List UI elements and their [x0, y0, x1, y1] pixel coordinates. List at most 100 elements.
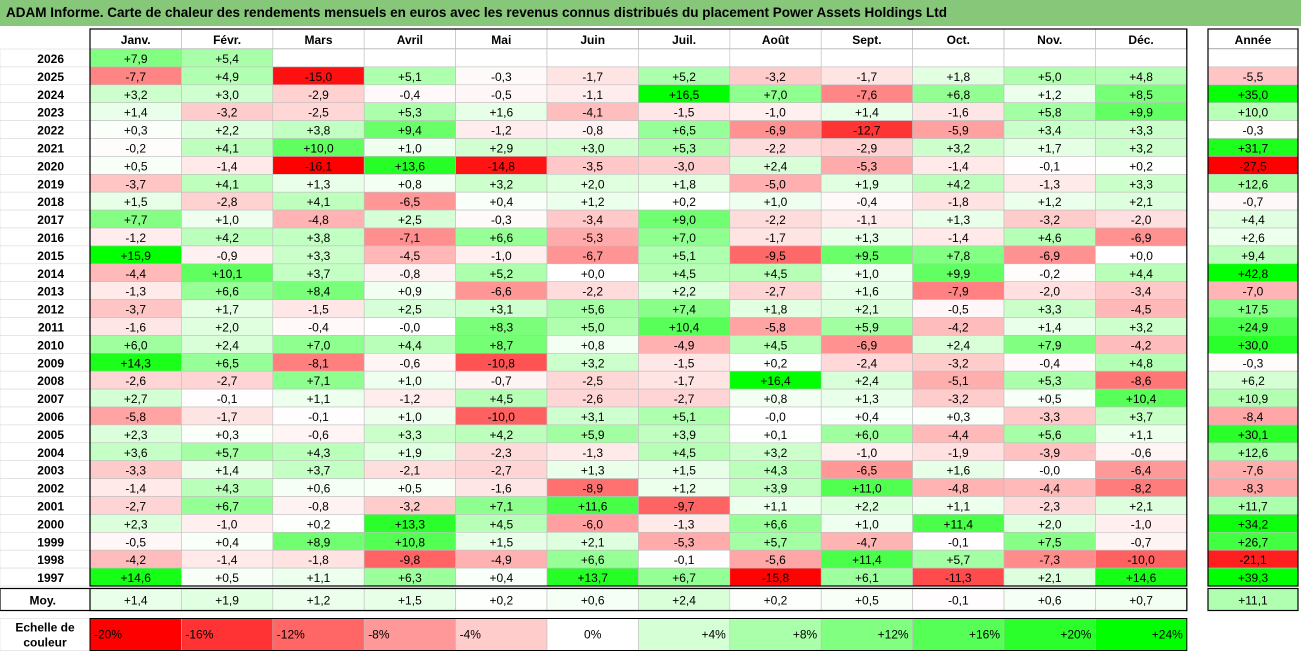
heatmap-cell	[820, 48, 913, 68]
heatmap-cell-value: -2,7	[674, 392, 695, 406]
heatmap-cell-value: +9,5	[855, 249, 879, 263]
year-label: 2012	[37, 303, 64, 317]
annual-cell-value: -27,5	[1239, 159, 1267, 173]
scale-swatch	[272, 618, 365, 651]
year-label: 2016	[37, 231, 64, 245]
heatmap-cell-value: +2,5	[398, 303, 422, 317]
heatmap-cell-value: +6,6	[581, 553, 605, 567]
annual-cell-value: +26,7	[1238, 535, 1269, 549]
heatmap-cell	[363, 48, 456, 68]
year-label: 2008	[37, 374, 64, 388]
year-label: 2001	[37, 499, 64, 513]
heatmap-cell	[638, 48, 731, 68]
heatmap-cell-value: +1,5	[489, 535, 513, 549]
heatmap-cell-value: -2,4	[857, 356, 878, 370]
chart-title: ADAM Informe. Carte de chaleur des rende…	[0, 0, 1301, 26]
heatmap-cell-value: +0,6	[307, 482, 331, 496]
heatmap-cell-value: +1,0	[855, 267, 879, 281]
heatmap-cell-value: +0,2	[307, 517, 331, 531]
heatmap-cell-value: +5,2	[489, 267, 513, 281]
heatmap-cell-value: +1,7	[215, 303, 239, 317]
heatmap-cell-value: -2,0	[1039, 285, 1060, 299]
heatmap-cell-value: +9,4	[398, 124, 422, 138]
heatmap-cell-value: -6,6	[491, 285, 512, 299]
heatmap-cell-value: +4,8	[1129, 70, 1153, 84]
heatmap-cell-value: -1,4	[125, 482, 146, 496]
heatmap-cell-value: +0,2	[1129, 159, 1153, 173]
heatmap-cell-value: -4,2	[948, 320, 969, 334]
average-cell-value: +0,6	[1038, 594, 1062, 608]
heatmap-cell-value: -0,1	[1039, 159, 1060, 173]
heatmap-cell-value: +5,7	[764, 535, 788, 549]
heatmap-cell-value: -2,6	[582, 392, 603, 406]
heatmap-cell-value: -1,6	[948, 106, 969, 120]
heatmap-cell-value: +1,4	[124, 106, 148, 120]
heatmap-cell-value: -2,9	[857, 141, 878, 155]
heatmap-cell-value: -2,2	[582, 285, 603, 299]
heatmap-cell-value: -1,5	[308, 303, 329, 317]
annual-header-label: Année	[1235, 33, 1272, 47]
month-header-label: Juil.	[672, 33, 696, 47]
heatmap-cell-value: -6,9	[765, 124, 786, 138]
heatmap-cell-value: +4,5	[489, 392, 513, 406]
heatmap-cell-value: -0,5	[125, 535, 146, 549]
heatmap-cell-value: -2,6	[125, 374, 146, 388]
heatmap-cell-value: -1,7	[582, 70, 603, 84]
heatmap-cell-value: +1,2	[672, 482, 696, 496]
scale-label-line2: couleur	[23, 636, 67, 650]
heatmap-cell-value: -6,4	[1131, 464, 1152, 478]
heatmap-cell-value: -3,2	[948, 392, 969, 406]
heatmap-cell-value: +3,0	[215, 88, 239, 102]
annual-cell-value: +10,0	[1238, 106, 1269, 120]
month-header-label: Déc.	[1128, 33, 1153, 47]
year-label: 2002	[37, 482, 64, 496]
scale-swatch-label: -16%	[185, 628, 213, 642]
heatmap-cell-value: +2,4	[215, 338, 239, 352]
heatmap-cell-value: +5,0	[581, 320, 605, 334]
heatmap-cell-value: +7,9	[1038, 338, 1062, 352]
average-cell-value: +1,9	[215, 594, 239, 608]
scale-swatch-label: +12%	[878, 628, 909, 642]
heatmap-cell-value: -3,0	[674, 159, 695, 173]
heatmap-cell-value: -0,8	[582, 124, 603, 138]
heatmap-cell-value: +14,6	[121, 571, 152, 585]
year-label: 2003	[37, 464, 64, 478]
heatmap-cell-value: -0,1	[674, 553, 695, 567]
heatmap-cell	[546, 48, 639, 68]
heatmap-cell-value: -1,3	[582, 446, 603, 460]
heatmap-cell-value: -3,7	[125, 303, 146, 317]
scale-swatch	[546, 618, 639, 651]
year-label: 2021	[37, 141, 64, 155]
heatmap-cell-value: +5,9	[855, 320, 879, 334]
heatmap-cell-value: +1,4	[1038, 320, 1062, 334]
heatmap-cell-value: +6,0	[855, 428, 879, 442]
year-label: 2025	[37, 70, 64, 84]
month-header-label: Nov.	[1037, 33, 1062, 47]
heatmap-cell-value: -3,2	[400, 499, 421, 513]
scale-label-line1: Echelle de	[15, 621, 75, 635]
heatmap-cell-value: -2,0	[1131, 213, 1152, 227]
average-cell-value: +0,2	[764, 594, 788, 608]
heatmap-cell-value: +8,5	[1129, 88, 1153, 102]
heatmap-cell-value: +7,0	[764, 88, 788, 102]
heatmap-cell-value: +0,2	[764, 356, 788, 370]
heatmap-cell	[729, 48, 822, 68]
heatmap-cell-value: +3,7	[1129, 410, 1153, 424]
heatmap-cell-value: -7,6	[857, 88, 878, 102]
heatmap-cell-value: +2,2	[855, 499, 879, 513]
heatmap-cell-value: -4,9	[491, 553, 512, 567]
heatmap-cell-value: -4,4	[948, 428, 969, 442]
heatmap-cell-value: -10,0	[488, 410, 516, 424]
heatmap-cell-value: +4,1	[215, 177, 239, 191]
heatmap-cell-value: +7,9	[124, 52, 148, 66]
year-label: 2013	[37, 285, 64, 299]
scale-swatch-label: -4%	[460, 628, 482, 642]
month-header-label: Janv.	[121, 33, 151, 47]
year-label: 1998	[37, 553, 64, 567]
heatmap-cell-value: +2,2	[215, 124, 239, 138]
heatmap-cell-value: -2,3	[491, 446, 512, 460]
heatmap-cell-value: +4,8	[1129, 356, 1153, 370]
heatmap-cell-value: -1,5	[674, 106, 695, 120]
scale-swatch	[363, 618, 456, 651]
annual-cell-value: -5,5	[1243, 70, 1264, 84]
